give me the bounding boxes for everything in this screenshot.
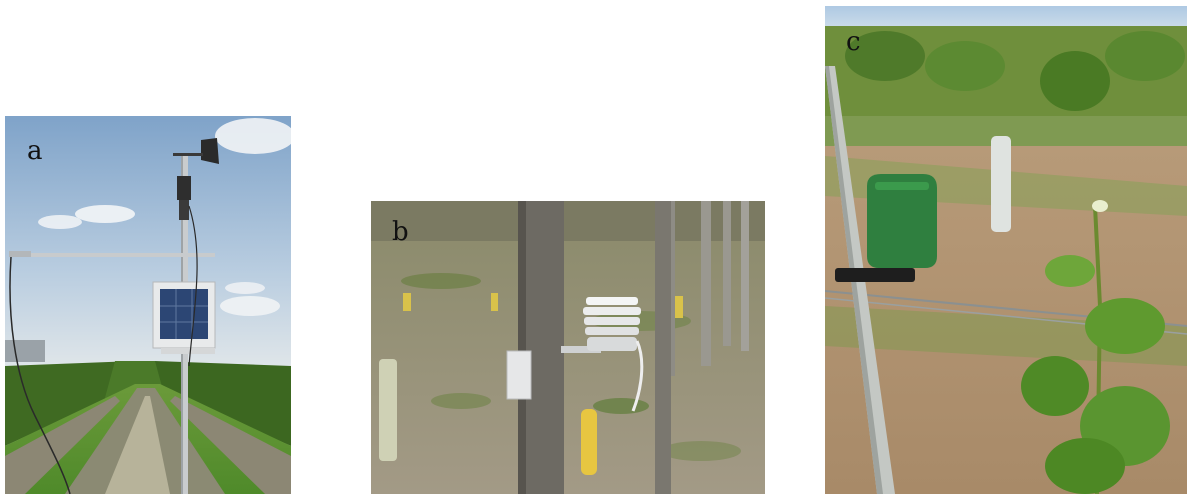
- radiation-shield-sensor-photo: [371, 201, 765, 494]
- panel-label-c: c: [846, 27, 861, 57]
- photo-panel-a: a: [5, 116, 291, 494]
- panel-label-b: b: [392, 217, 409, 247]
- photo-panel-c: c: [825, 6, 1187, 494]
- weather-station-photo: [5, 116, 291, 494]
- panel-label-a: a: [27, 136, 43, 166]
- photo-panel-b: b: [371, 201, 765, 494]
- data-logger-photo: [825, 6, 1187, 494]
